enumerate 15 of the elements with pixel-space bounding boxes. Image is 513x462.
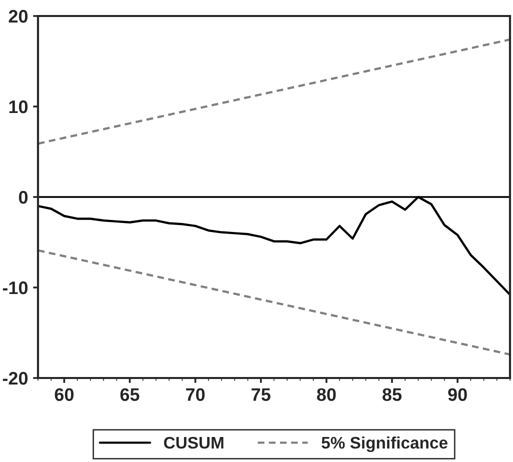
x-tick-label: 70 — [186, 388, 205, 401]
y-tick-label: 10 — [9, 100, 28, 114]
legend-label: CUSUM — [164, 436, 224, 449]
x-tick-label: 60 — [54, 388, 74, 401]
line-series — [38, 196, 510, 296]
x-tick-label: 75 — [252, 388, 270, 401]
y-tick-label: -10 — [2, 281, 28, 294]
x-tick-label: 90 — [448, 388, 467, 401]
x-tick-label: 80 — [316, 388, 336, 401]
x-tick-label: 85 — [382, 388, 402, 401]
x-tick-label: 65 — [120, 388, 140, 401]
y-tick-label: 0 — [18, 190, 28, 204]
y-tick-label: -20 — [2, 372, 28, 385]
legend-label: 5% Significance — [322, 436, 448, 452]
y-tick-label: 20 — [8, 10, 28, 23]
